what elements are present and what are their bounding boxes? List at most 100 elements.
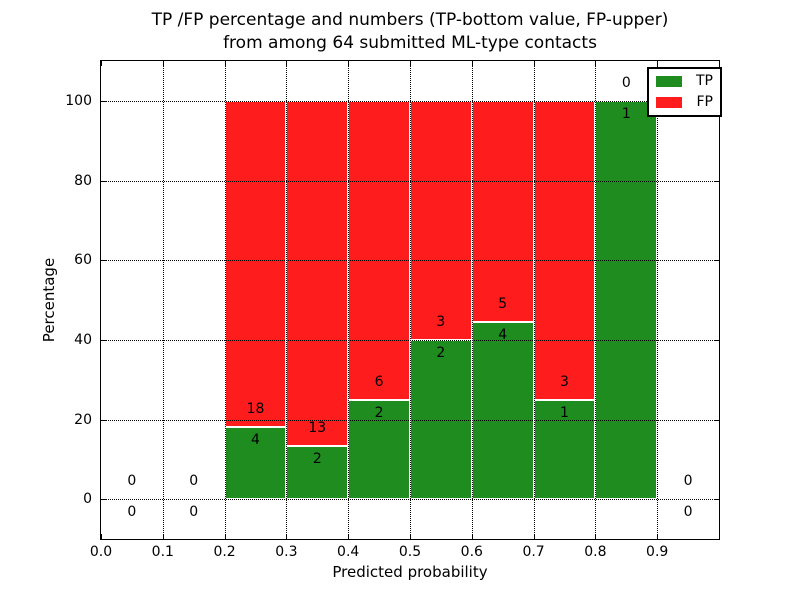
y-tick-mark [714, 419, 719, 421]
fp-count-label: 0 [127, 473, 137, 490]
y-tick-mark [714, 499, 719, 501]
y-tick-label: 100 [65, 92, 92, 109]
y-tick-mark [101, 260, 106, 262]
tp-bar-segment [595, 100, 658, 500]
tp-count-label: 2 [436, 344, 446, 361]
x-tick-mark [471, 534, 473, 539]
fp-count-label: 3 [560, 373, 569, 390]
y-tick-mark [714, 339, 719, 341]
legend-swatch-tp-icon [656, 76, 682, 87]
tp-count-label: 1 [560, 404, 569, 421]
y-tick-mark [101, 100, 106, 102]
x-tick-mark [657, 534, 659, 539]
gridline-vertical [224, 61, 226, 539]
x-tick-mark [286, 534, 288, 539]
tp-bar-segment [224, 426, 287, 500]
gridline-vertical [286, 61, 288, 539]
chart-title-line1: TP /FP percentage and numbers (TP-bottom… [151, 10, 669, 30]
x-tick-mark [410, 534, 411, 539]
y-axis-label: Percentage [40, 257, 58, 343]
x-tick-mark [286, 61, 288, 66]
tp-count-label: 1 [621, 105, 631, 122]
x-tick-mark [101, 534, 102, 539]
tp-count-label: 4 [251, 431, 260, 448]
fp-bar-segment [286, 100, 349, 447]
gridline-vertical [471, 61, 473, 539]
x-tick-mark [162, 61, 164, 66]
x-tick-label: 0.7 [522, 544, 545, 560]
fp-bar-segment [348, 100, 410, 400]
fp-count-label: 0 [189, 473, 199, 490]
fp-count-label: 6 [374, 373, 384, 390]
y-tick-mark [714, 180, 719, 182]
x-tick-mark [410, 61, 411, 66]
fp-bar-segment [224, 100, 287, 427]
x-axis-label: Predicted probability [332, 563, 488, 581]
fp-count-label: 18 [246, 400, 265, 417]
tp-bar-segment [286, 446, 349, 500]
y-tick-label: 60 [74, 252, 92, 269]
gridline-vertical [162, 61, 164, 539]
legend-item: FP [656, 95, 713, 110]
x-tick-label: 0.6 [460, 544, 483, 560]
x-tick-label: 0.4 [337, 544, 360, 560]
x-tick-mark [348, 534, 350, 539]
legend-swatch-fp-icon [656, 97, 682, 108]
x-tick-mark [595, 61, 597, 66]
y-tick-label: 80 [74, 172, 92, 189]
legend-item: TP [656, 74, 713, 89]
fp-count-label: 0 [683, 473, 693, 490]
y-tick-mark [101, 499, 106, 501]
y-tick-label: 40 [74, 331, 92, 348]
gridline-vertical [410, 61, 411, 539]
tp-count-label: 0 [127, 504, 137, 521]
tp-count-label: 2 [374, 404, 384, 421]
x-tick-label: 0.2 [213, 544, 236, 560]
tp-bar-segment [410, 339, 472, 500]
x-tick-mark [533, 534, 535, 539]
x-tick-label: 0.5 [398, 544, 422, 560]
x-tick-mark [657, 61, 659, 66]
gridline-vertical [657, 61, 659, 539]
legend-label: FP [696, 94, 714, 110]
x-tick-mark [533, 61, 535, 66]
tp-count-label: 0 [683, 504, 693, 521]
fp-count-label: 3 [436, 313, 446, 330]
plot-area: TP FP 0 0 0 0 18 4 13 2 6 2 3 2 5 4 3 1 0 1 0 0 [100, 60, 722, 540]
x-tick-label: 0.3 [275, 544, 298, 560]
fp-bar-segment [471, 100, 534, 323]
x-tick-mark [162, 534, 164, 539]
gridline-vertical [595, 61, 597, 539]
x-tick-label: 0.1 [151, 544, 174, 560]
x-tick-mark [471, 61, 473, 66]
x-tick-mark [595, 534, 597, 539]
legend-label: TP [696, 73, 713, 89]
x-tick-label: 0.9 [646, 544, 669, 560]
fp-bar-segment [410, 100, 472, 340]
y-tick-label: 20 [74, 411, 92, 428]
gridline-vertical [533, 61, 535, 539]
chart-title: TP /FP percentage and numbers (TP-bottom… [100, 9, 720, 55]
legend: TP FP [647, 67, 722, 117]
fp-count-label: 0 [621, 74, 631, 91]
chart-title-line2: from among 64 submitted ML-type contacts [223, 33, 597, 53]
x-tick-mark [224, 534, 226, 539]
x-tick-mark [224, 61, 226, 66]
gridline-vertical [348, 61, 350, 539]
tp-count-label: 2 [312, 451, 322, 468]
tp-bar-segment [471, 322, 534, 500]
y-tick-mark [101, 180, 106, 182]
y-tick-mark [714, 260, 719, 262]
x-tick-mark [101, 61, 102, 66]
x-tick-mark [348, 61, 350, 66]
y-tick-mark [101, 339, 106, 341]
x-tick-label: 0.8 [584, 544, 607, 560]
x-tick-label: 0.0 [89, 544, 113, 560]
fp-count-label: 13 [308, 420, 327, 437]
tp-count-label: 4 [498, 327, 508, 344]
y-tick-mark [101, 419, 106, 421]
tp-count-label: 0 [189, 504, 199, 521]
fp-bar-segment [533, 100, 596, 400]
y-tick-label: 0 [83, 491, 92, 508]
